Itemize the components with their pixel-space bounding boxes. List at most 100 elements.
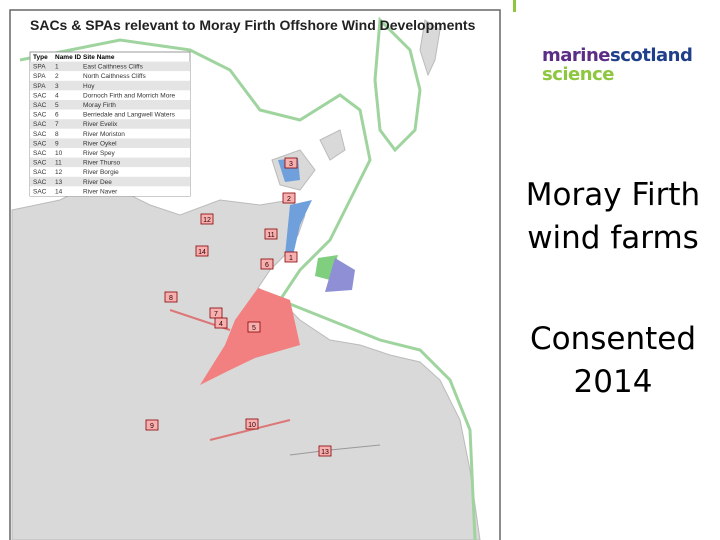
table-cell: River Thurso [83, 160, 120, 167]
table-cell: Dornoch Firth and Morrich More [83, 92, 175, 99]
map-label: 12 [203, 217, 211, 224]
table-cell: SAC [33, 140, 47, 147]
table-row [30, 109, 190, 120]
site-table: Type Name ID Site Name SPA 1 East Caithness C… [29, 51, 191, 197]
moray-firth-sac [200, 288, 300, 385]
table-cell: River Naver [83, 188, 118, 195]
slide-subheading: Consented 2014 [529, 321, 697, 400]
table-row [30, 138, 190, 148]
logo-text: marine [542, 45, 610, 66]
table-cell: 14 [55, 188, 63, 195]
table-cell: SAC [33, 131, 47, 138]
map-label: 4 [219, 321, 223, 328]
table-cell: 9 [55, 140, 59, 147]
table-cell: SAC [33, 102, 47, 109]
table-cell: SPA [33, 83, 46, 90]
table-row [30, 186, 190, 196]
table-cell: River Spey [83, 150, 116, 157]
table-cell: 1 [55, 64, 59, 71]
label-box [214, 317, 228, 329]
coastal-zone [373, 16, 422, 153]
label-box [145, 419, 159, 431]
label-box [318, 445, 332, 457]
table-row [30, 80, 190, 91]
map: SACs & SPAs relevant to Moray Firth Offs… [9, 9, 501, 540]
table-row [30, 148, 190, 158]
table-cell: SAC [33, 160, 47, 167]
table-cell: Hoy [83, 83, 95, 90]
table-cell: River Moriston [83, 131, 125, 138]
table-cell: SAC [33, 150, 47, 157]
table-cell: SAC [33, 121, 47, 128]
coastal-zone [19, 38, 477, 540]
map-label: 5 [252, 325, 256, 332]
table-row [30, 61, 190, 72]
shetland [419, 19, 441, 77]
wind-farm [315, 255, 338, 280]
accent-bar [513, 0, 516, 12]
table-row [30, 167, 190, 177]
island [319, 129, 346, 161]
map-label: 6 [265, 262, 269, 269]
map-label: 3 [289, 161, 293, 168]
label-box [195, 245, 209, 257]
table-cell: 5 [55, 102, 59, 109]
table-row [30, 100, 190, 110]
table-row [30, 176, 190, 187]
table-cell: SPA [33, 64, 46, 71]
table-cell: East Caithness Cliffs [83, 64, 144, 71]
table-cell: 2 [55, 73, 59, 80]
label-box [200, 213, 214, 225]
table-cell: North Caithness Cliffs [83, 73, 146, 80]
table-cell: 3 [55, 83, 59, 90]
label-box [284, 157, 298, 169]
wind-farm [325, 258, 355, 292]
label-box [284, 251, 298, 263]
label-box [247, 321, 261, 333]
table-cell: SAC [33, 179, 47, 186]
table-row [30, 90, 190, 100]
logo-text: science [542, 64, 614, 85]
table-cell: SPA [33, 73, 46, 80]
table-cell: River Dee [83, 179, 112, 186]
table-row [30, 128, 190, 139]
map-label: 8 [169, 295, 173, 302]
table-cell: Berriedale and Langwell Waters [83, 112, 176, 119]
table-cell: 11 [55, 160, 62, 167]
table-cell: SAC [33, 188, 47, 195]
label-box [164, 291, 178, 303]
table-cell: 6 [55, 112, 59, 119]
map-label: 9 [150, 423, 154, 430]
table-cell: SAC [33, 92, 47, 99]
logo-text: scotland [609, 45, 693, 66]
table-row [30, 119, 190, 129]
label-box [260, 258, 274, 270]
map-labels: 3 2 12 11 14 6 1 8 74 5 9 10 13 [145, 157, 332, 457]
caithness-spa [285, 200, 312, 260]
table-row [30, 71, 190, 81]
map-label: 10 [248, 422, 256, 429]
table-cell: River Oykel [83, 140, 117, 147]
table-cell: 13 [55, 179, 63, 186]
table-cell: SAC [33, 112, 47, 119]
table-cell: 8 [55, 131, 59, 138]
logo: marinescotland science [542, 45, 693, 85]
table-row [30, 157, 190, 168]
river [209, 419, 291, 441]
map-label: 2 [287, 196, 291, 203]
table-header: Site Name [83, 54, 115, 61]
map-label: 14 [198, 249, 206, 256]
table-header: Name ID [55, 54, 81, 61]
slide-heading: Moray Firth wind farms [525, 177, 701, 256]
table-cell: 10 [55, 150, 63, 157]
label-box [282, 192, 296, 204]
table-header: Type [33, 54, 48, 61]
map-title: SACs & SPAs relevant to Moray Firth Offs… [30, 17, 476, 33]
map-label: 13 [321, 449, 329, 456]
table-cell: SAC [33, 169, 47, 176]
table-cell: 7 [55, 121, 59, 128]
table-cell: River Evelix [83, 121, 118, 128]
table-cell: River Borgie [83, 169, 119, 176]
map-label: 1 [289, 255, 293, 262]
